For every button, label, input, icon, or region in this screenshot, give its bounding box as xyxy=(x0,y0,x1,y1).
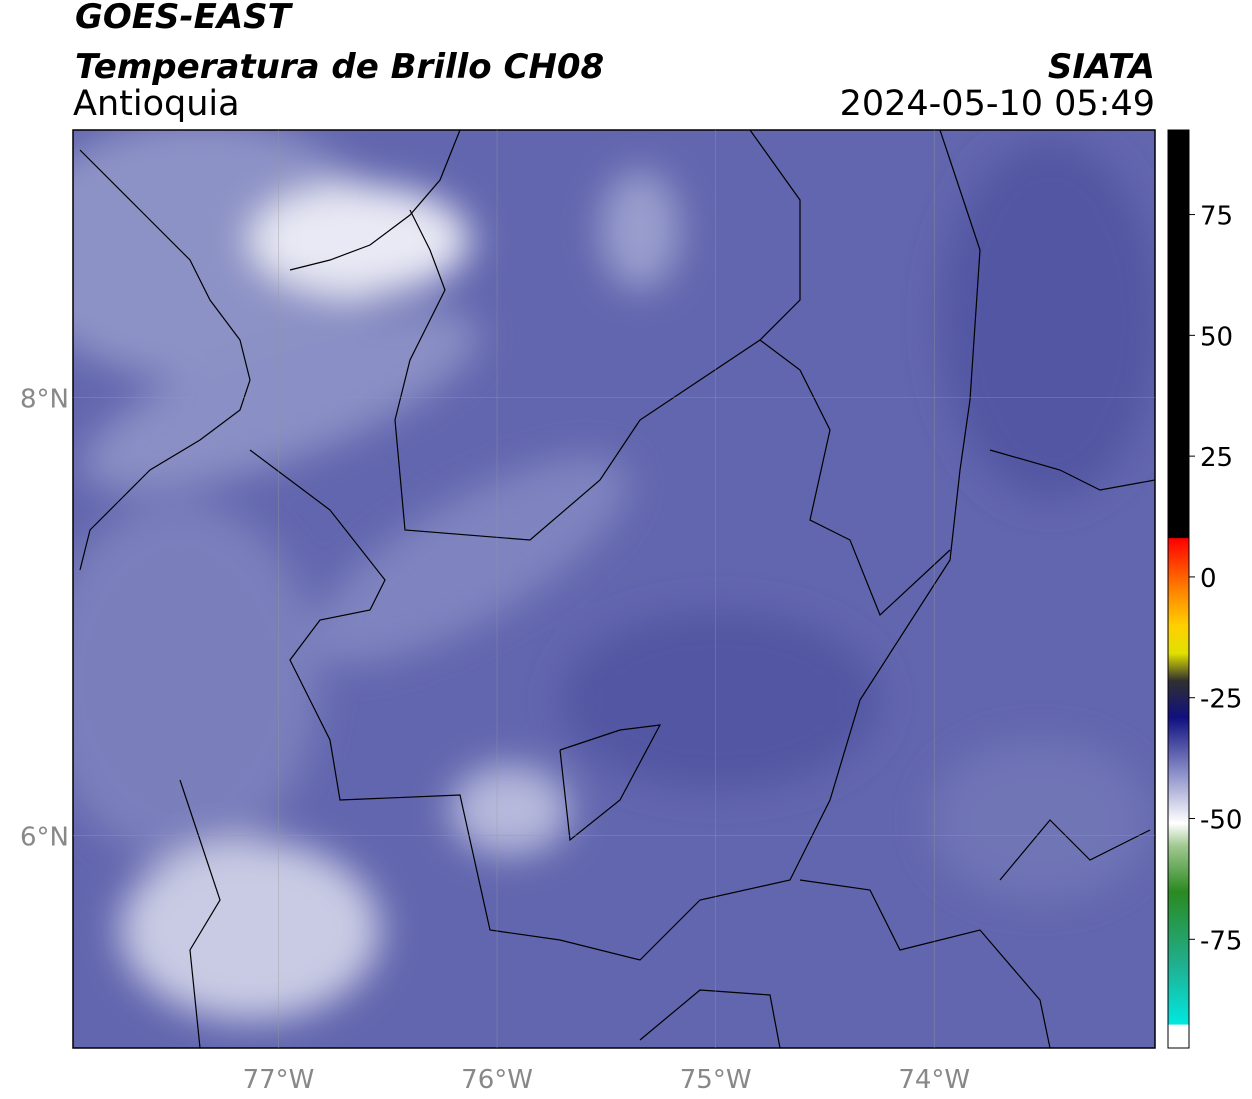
colorbar xyxy=(1167,129,1190,1049)
colorbar-tick-label: -50 xyxy=(1200,806,1242,836)
map-frame xyxy=(72,129,1156,1049)
y-tick-label: 6°N xyxy=(20,822,69,852)
title: GOES-EAST xyxy=(75,0,294,37)
colorbar-tick-label: 25 xyxy=(1200,443,1233,473)
datetime: 2024-05-10 05:49 xyxy=(840,84,1155,124)
x-tick-label: 75°W xyxy=(680,1065,752,1095)
x-tick-label: 76°W xyxy=(461,1065,533,1095)
colorbar-tick-label: 0 xyxy=(1200,564,1217,594)
colorbar-tick-label: -25 xyxy=(1200,685,1242,715)
colorbar-tick-label: 75 xyxy=(1200,202,1233,232)
region: Antioquia xyxy=(73,84,240,124)
subtitle: Temperatura de Brillo CH08 xyxy=(75,47,604,87)
colorbar-tick-label: 50 xyxy=(1200,322,1233,352)
y-tick-label: 8°N xyxy=(20,384,69,414)
x-tick-label: 77°W xyxy=(243,1065,315,1095)
source: SIATA xyxy=(1048,47,1155,87)
satellite-image xyxy=(73,130,1155,1048)
borders xyxy=(79,129,1156,1049)
x-tick-label: 74°W xyxy=(898,1065,970,1095)
colorbar-tick-label: -75 xyxy=(1200,926,1242,956)
